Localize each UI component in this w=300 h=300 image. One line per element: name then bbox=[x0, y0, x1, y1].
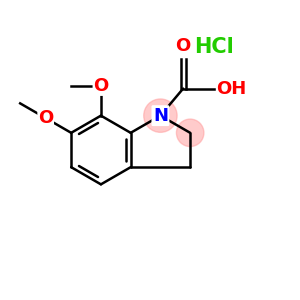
Circle shape bbox=[144, 99, 177, 132]
Circle shape bbox=[176, 119, 204, 147]
Text: O: O bbox=[176, 37, 191, 55]
Text: HCl: HCl bbox=[194, 37, 234, 57]
Text: N: N bbox=[153, 106, 168, 124]
Text: OH: OH bbox=[217, 80, 247, 98]
Text: O: O bbox=[38, 109, 53, 127]
Text: O: O bbox=[93, 77, 109, 95]
